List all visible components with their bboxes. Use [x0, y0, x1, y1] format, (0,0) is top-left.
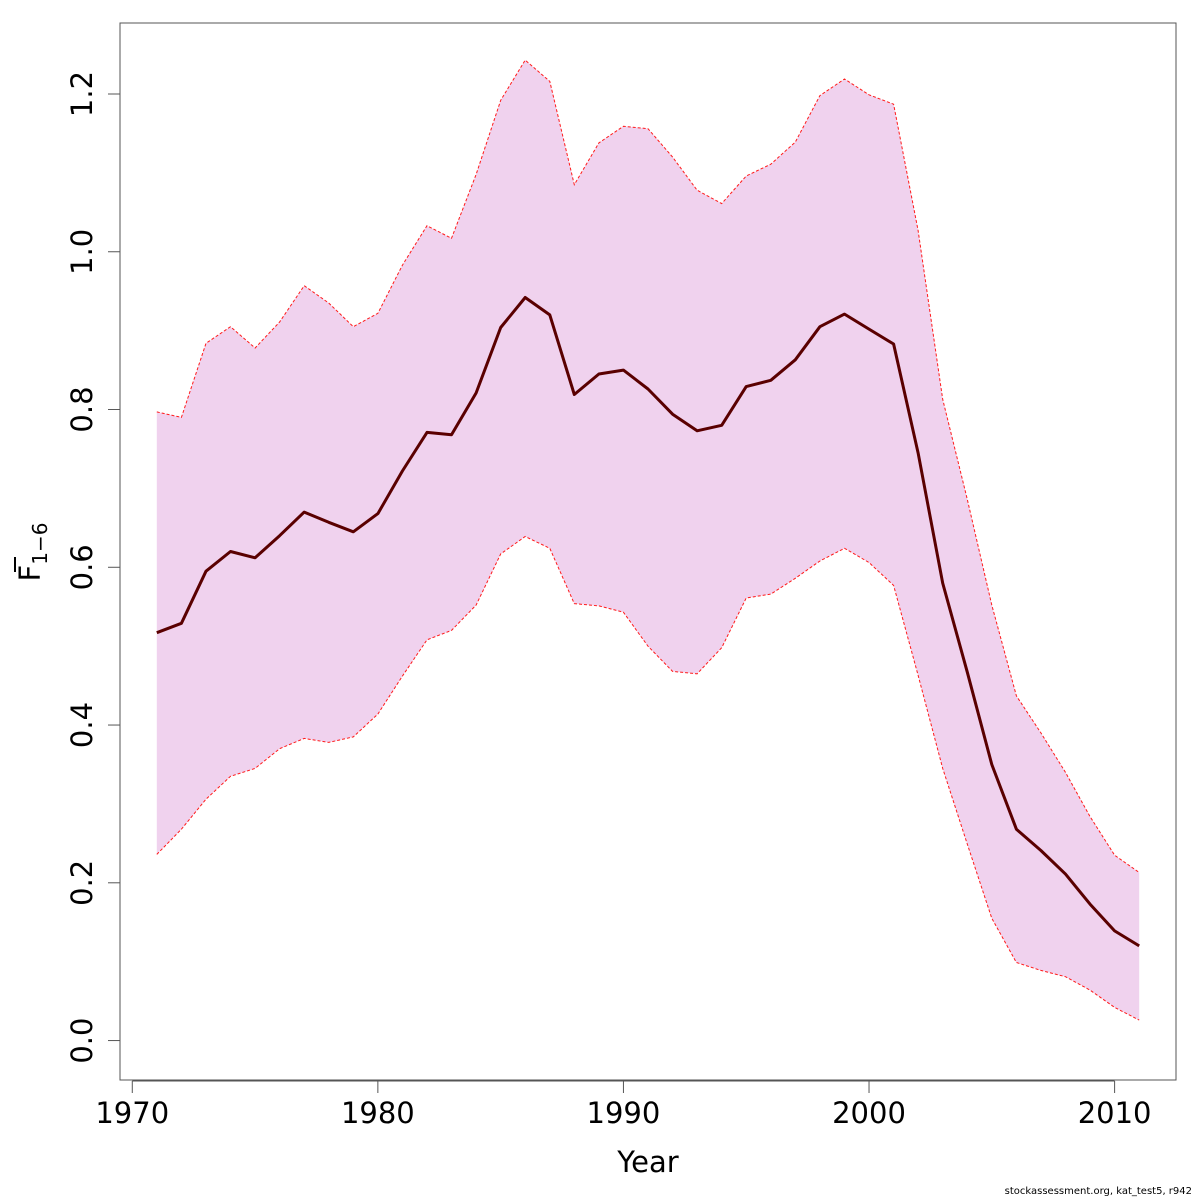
y-axis-title-subscript: 1−6 [28, 523, 52, 565]
y-tick-label: 1.2 [65, 71, 99, 117]
x-tick-label: 2000 [832, 1096, 906, 1130]
estimate-line [156, 296, 1140, 948]
x-tick-label: 1980 [341, 1096, 415, 1130]
svg-text:F1−6: F1−6 [13, 523, 52, 582]
y-axis-title: F1−6 [13, 523, 52, 582]
x-tick-label: 2010 [1078, 1096, 1152, 1130]
y-tick-label: 0.0 [65, 1018, 99, 1064]
y-tick-label: 0.8 [65, 386, 99, 432]
x-axis-title: Year [616, 1145, 678, 1179]
x-tick-label: 1970 [95, 1096, 169, 1130]
y-axis-title-main: F [13, 565, 47, 582]
y-tick-label: 0.4 [65, 702, 99, 748]
x-tick-label: 1990 [587, 1096, 661, 1130]
footer-note: stockassessment.org, kat_test5, r942 [1004, 1186, 1192, 1197]
y-tick-label: 1.0 [65, 229, 99, 275]
y-tick-label: 0.2 [65, 860, 99, 906]
upper-bound-line [156, 59, 1140, 873]
lower-bound-line [156, 535, 1140, 1021]
y-tick-label: 0.6 [65, 544, 99, 590]
confidence-band [156, 60, 1140, 1021]
x-axis: 1970 1980 1990 2000 2010 [95, 1080, 1152, 1130]
y-axis: 0.0 0.2 0.4 0.6 0.8 1.0 1.2 [65, 71, 121, 1064]
